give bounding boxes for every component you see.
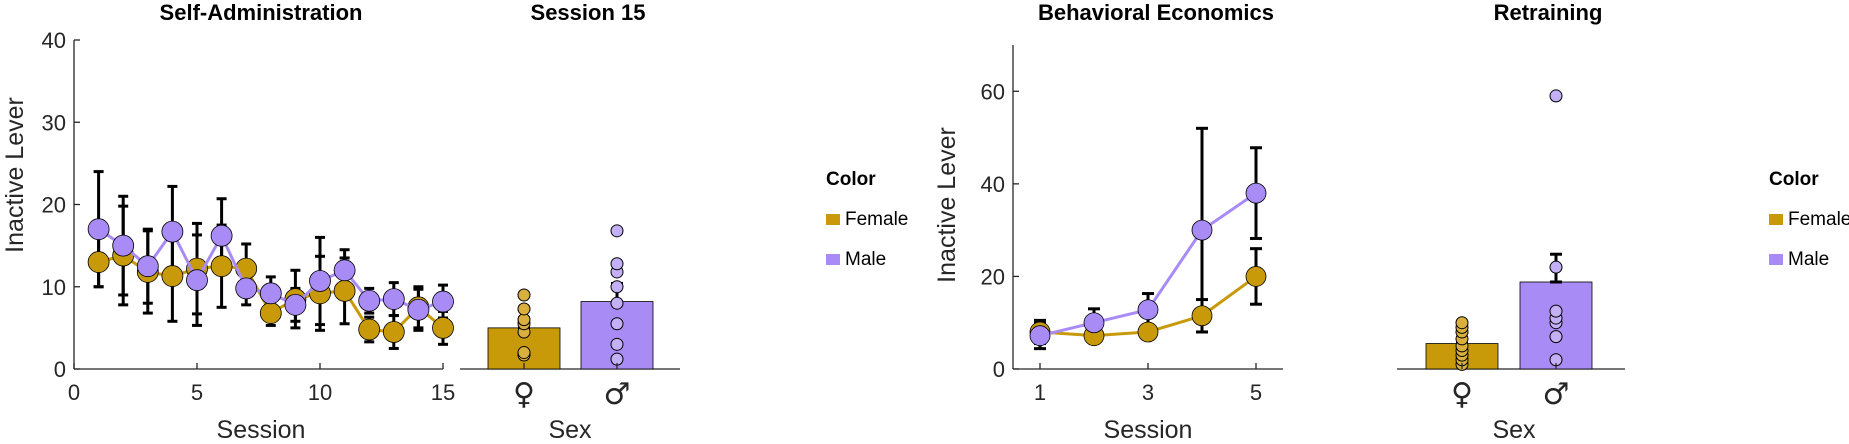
individual-point [610, 257, 624, 271]
plot-area: 0 10 20 30 40 0 5 10 15 [42, 28, 456, 405]
individual-point [610, 280, 624, 294]
behavioral-economics-panel: Behavioral Economics Inactive Lever Sess… [933, 0, 1283, 444]
legend-swatch-female [1769, 214, 1783, 225]
data-point-male [432, 290, 454, 313]
y-tick-label: 60 [981, 79, 1005, 104]
legend-label-male: Male [845, 249, 886, 270]
data-point-male [161, 220, 184, 243]
data-point-female [1191, 305, 1213, 327]
legend: Color Female Male [826, 169, 908, 270]
data-point-female [333, 279, 356, 302]
individual-point [610, 296, 624, 310]
data-point-male [407, 298, 430, 321]
x-tick-label: ♂ [604, 377, 631, 412]
data-point-male [112, 234, 135, 257]
plot-area: ♀ ♂ [1397, 89, 1625, 412]
data-point-female [1245, 266, 1267, 287]
x-tick-label: 5 [191, 380, 203, 405]
panel-title: Retraining [1494, 0, 1603, 25]
x-axis-label: Sex [548, 416, 592, 444]
data-point-male [1029, 325, 1051, 347]
x-tick-label: 5 [1250, 380, 1262, 405]
y-tick-label: 10 [42, 275, 66, 300]
data-point-female [87, 251, 110, 273]
data-point-male [333, 259, 356, 282]
panel-title: Self-Administration [160, 0, 363, 25]
panel-title: Session 15 [531, 0, 646, 25]
y-tick-label: 30 [42, 110, 66, 135]
individual-point [517, 288, 531, 302]
individual-point [1549, 330, 1563, 344]
data-point-male [136, 255, 159, 278]
individual-point [610, 317, 624, 331]
data-point-male [210, 224, 233, 247]
individual-point [1455, 316, 1469, 330]
individual-point [517, 346, 531, 360]
legend-swatch-female [826, 214, 840, 225]
x-tick-label: 10 [308, 380, 332, 405]
legend-title: Color [826, 169, 876, 190]
data-point-male [235, 277, 258, 300]
x-tick-label: ♀ [513, 377, 535, 412]
legend-label-female: Female [1788, 209, 1849, 230]
session-15-panel: Session 15 Sex ♀ ♂ [460, 0, 680, 444]
x-tick-label: 0 [68, 380, 80, 405]
data-point-male [1083, 312, 1105, 334]
legend-title: Color [1769, 169, 1819, 190]
individual-point [1549, 89, 1563, 103]
x-tick-label: ♀ [1451, 377, 1473, 412]
data-point-female [358, 318, 381, 341]
data-point-male [186, 269, 208, 292]
legend-swatch-male [826, 254, 840, 265]
retraining-panel: Retraining Sex ♀ ♂ [1397, 0, 1625, 444]
x-axis-label: Session [1104, 416, 1193, 444]
data-point-female [382, 321, 405, 343]
data-point-female [432, 316, 454, 339]
x-tick-label: 1 [1034, 380, 1046, 405]
data-point-male [309, 270, 331, 292]
data-point-male [284, 293, 307, 316]
data-point-female [1137, 321, 1159, 343]
individual-point [1549, 304, 1563, 318]
legend-label-female: Female [845, 209, 908, 230]
x-axis-label: Sex [1492, 416, 1536, 444]
data-point-male [259, 282, 282, 305]
individual-point [610, 337, 624, 351]
self-administration-panel: Self-Administration Inactive Lever Sessi… [1, 0, 455, 444]
legend: Color Female Male [1769, 169, 1849, 270]
x-axis-label: Session [217, 416, 306, 444]
y-tick-label: 20 [42, 193, 66, 218]
y-tick-label: 40 [42, 28, 66, 53]
legend-swatch-male [1769, 254, 1783, 265]
x-tick-label: 3 [1142, 380, 1154, 405]
data-point-male [358, 289, 381, 312]
data-point-male [382, 288, 405, 310]
data-point-male [87, 218, 110, 241]
data-point-female [210, 255, 233, 278]
individual-point [517, 302, 531, 316]
x-tick-label: ♂ [1543, 377, 1570, 412]
panel-title: Behavioral Economics [1038, 0, 1274, 25]
x-tick-label: 15 [431, 380, 455, 405]
plot-area: 0 20 40 60 1 3 5 [981, 45, 1283, 405]
y-tick-label: 0 [54, 357, 66, 382]
y-tick-label: 40 [981, 172, 1005, 197]
y-axis-label: Inactive Lever [1, 97, 29, 253]
data-point-female [259, 302, 282, 324]
y-tick-label: 20 [981, 264, 1005, 289]
plot-area: ♀ ♂ [460, 224, 680, 412]
data-point-male [1137, 299, 1159, 321]
y-tick-label: 0 [993, 357, 1005, 382]
individual-point [1549, 260, 1563, 274]
data-point-male [1245, 182, 1267, 204]
legend-label-male: Male [1788, 249, 1829, 270]
y-axis-label: Inactive Lever [933, 127, 961, 283]
data-point-male [1191, 219, 1213, 241]
data-point-female [161, 265, 184, 287]
individual-point [610, 224, 624, 238]
